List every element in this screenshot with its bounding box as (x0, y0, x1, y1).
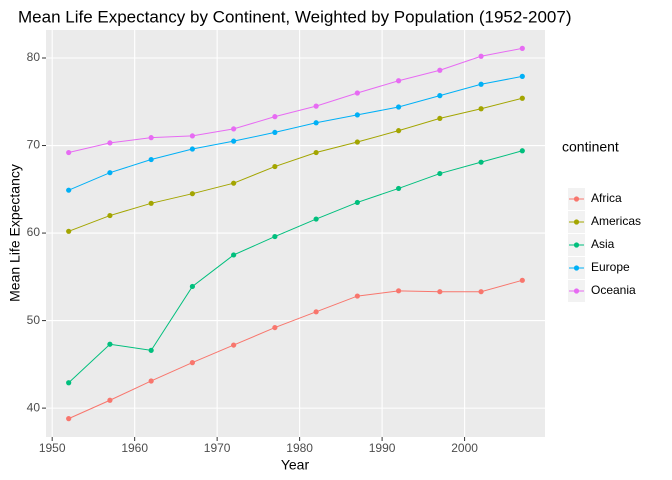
point (272, 233, 278, 240)
point (519, 45, 525, 51)
point (395, 104, 402, 110)
point (189, 133, 196, 139)
point (313, 149, 319, 156)
point (478, 53, 484, 59)
point (272, 163, 278, 170)
point (437, 67, 443, 73)
point (354, 90, 360, 96)
point (148, 378, 154, 384)
x-tick-label: 1960 (121, 441, 148, 455)
point (437, 93, 443, 99)
y-tick-label: 50 (27, 313, 41, 327)
y-axis-label: Mean Life Expectancy (7, 164, 23, 302)
point (231, 126, 237, 132)
point (437, 115, 443, 122)
point (272, 129, 278, 136)
point (66, 149, 72, 156)
x-axis-label: Year (281, 457, 310, 473)
point (107, 170, 113, 176)
point (66, 187, 72, 193)
legend-label: Europe (591, 260, 630, 274)
point (107, 341, 113, 347)
series-line (68, 150, 523, 384)
point (395, 128, 402, 134)
point (272, 324, 278, 331)
x-tick-label: 1980 (286, 441, 313, 455)
y-tick-label: 70 (27, 138, 41, 152)
point (313, 103, 319, 109)
x-tick-label: 2000 (451, 441, 478, 455)
point (354, 112, 360, 118)
point (231, 252, 237, 258)
legend-point (573, 219, 580, 225)
point (66, 416, 72, 422)
point (395, 288, 402, 294)
point (478, 159, 484, 165)
marks (66, 45, 525, 422)
legend-point (573, 196, 580, 202)
point (478, 289, 484, 295)
point (354, 139, 360, 145)
point (148, 347, 154, 353)
point (107, 140, 113, 146)
legend-title: continent (562, 139, 619, 155)
point (148, 200, 154, 206)
point (354, 199, 360, 206)
legend-label: Oceania (591, 283, 636, 297)
legend-label: Asia (591, 237, 615, 251)
point (519, 277, 525, 283)
point (313, 216, 319, 222)
point (519, 73, 525, 79)
point (189, 360, 196, 366)
point (66, 228, 72, 234)
series-line (68, 97, 523, 232)
x-tick-label: 1970 (204, 441, 231, 455)
point (313, 309, 319, 315)
legend-point (573, 265, 580, 271)
y-tick-label: 40 (27, 400, 41, 414)
point (231, 180, 237, 186)
x-tick-label: 1990 (369, 441, 396, 455)
point (437, 170, 443, 177)
point (189, 146, 196, 152)
point (231, 342, 237, 348)
series-line (68, 279, 523, 420)
y-tick-label: 80 (27, 50, 41, 64)
point (107, 212, 113, 219)
point (107, 397, 113, 403)
point (272, 114, 278, 120)
legend-label: Africa (591, 191, 622, 205)
point (395, 185, 402, 192)
point (148, 135, 154, 141)
point (519, 95, 525, 101)
point (354, 293, 360, 299)
grid (46, 30, 545, 437)
legend-label: Americas (591, 214, 641, 228)
point (231, 138, 237, 144)
legend-point (573, 242, 580, 248)
point (189, 191, 196, 197)
point (395, 78, 402, 84)
chart-title: Mean Life Expectancy by Continent, Weigh… (18, 7, 571, 26)
point (478, 106, 484, 112)
series-line (68, 47, 523, 154)
y-tick-label: 60 (27, 225, 41, 239)
point (66, 380, 72, 386)
point (148, 156, 154, 163)
point (478, 81, 484, 87)
point (519, 148, 525, 154)
series-line (68, 75, 523, 191)
point (313, 120, 319, 126)
point (437, 289, 443, 295)
point (189, 283, 196, 290)
x-tick-label: 1950 (39, 441, 66, 455)
legend-point (573, 288, 580, 294)
